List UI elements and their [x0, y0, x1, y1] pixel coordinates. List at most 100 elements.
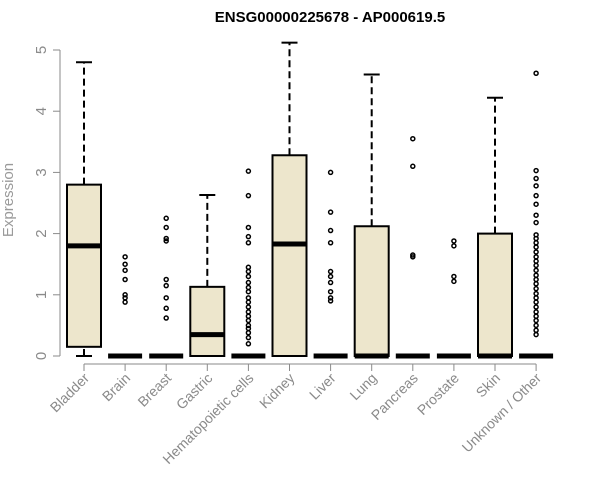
outlier-point [533, 309, 539, 315]
x-tick-label: Liver [306, 370, 339, 403]
outlier-point [533, 290, 539, 297]
outlier-point [163, 235, 169, 242]
box-group [271, 41, 308, 357]
outlier-point [163, 224, 169, 231]
outlier-point [163, 282, 169, 289]
box [66, 183, 102, 348]
outlier-point [122, 261, 128, 267]
y-axis: 0 1 2 3 4 5 [33, 46, 61, 360]
outlier-point [245, 313, 252, 319]
outlier-point [533, 262, 539, 269]
outlier-point [245, 334, 252, 341]
outlier-point [245, 224, 252, 231]
outlier-point [533, 212, 539, 218]
outlier-point [245, 284, 252, 291]
outlier-point [533, 295, 539, 301]
outlier-point [122, 276, 128, 283]
outlier-point [245, 233, 252, 240]
box-group [149, 215, 184, 359]
box-group [519, 70, 554, 359]
outlier-point [163, 315, 169, 321]
y-tick-label: 0 [33, 352, 50, 360]
outlier-point [163, 305, 169, 312]
x-tick-label: Breast [134, 370, 174, 410]
chart-title: ENSG00000225678 - AP000619.5 [215, 9, 445, 26]
y-axis-label: Expression [0, 163, 17, 237]
outlier-point [533, 219, 539, 226]
y-tick-label: 5 [33, 46, 50, 54]
outlier-point [245, 279, 252, 286]
outlier-point [327, 273, 334, 280]
outlier-point [533, 70, 539, 77]
outlier-point [245, 341, 252, 347]
outlier-point [533, 192, 539, 199]
outlier-point [122, 254, 128, 260]
outlier-point [245, 268, 252, 275]
x-tick-label: Kidney [256, 370, 298, 412]
outlier-point [327, 295, 334, 301]
box-group [189, 194, 226, 357]
outlier-point [245, 309, 252, 315]
outlier-point [533, 331, 539, 338]
outlier-point [245, 317, 252, 324]
outlier-point [451, 243, 457, 249]
outlier-point [245, 264, 252, 271]
box-group [395, 135, 430, 359]
outlier-point [533, 254, 539, 260]
outlier-point [327, 169, 334, 176]
outlier-point [410, 163, 416, 170]
outlier-point [122, 292, 128, 298]
box-group [313, 169, 348, 359]
outlier-point [533, 249, 539, 255]
y-tick-label: 1 [33, 291, 50, 299]
outlier-point [163, 276, 169, 283]
outlier-point [245, 295, 252, 301]
box-group [353, 73, 390, 359]
outlier-point [533, 285, 539, 292]
x-tick-label: Brain [99, 370, 133, 404]
outlier-point [533, 267, 539, 274]
outlier-point [163, 295, 169, 301]
box-group [436, 238, 471, 359]
outlier-point [327, 288, 334, 295]
outlier-point [533, 175, 539, 182]
outlier-point [245, 240, 252, 246]
box-group [66, 61, 102, 357]
outlier-point [533, 258, 539, 264]
outlier-point [410, 252, 416, 258]
outlier-point [451, 238, 457, 244]
outlier-point [245, 192, 252, 199]
x-tick-label: Lung [346, 370, 379, 403]
outlier-point [327, 268, 334, 275]
y-tick-label: 2 [33, 229, 50, 237]
x-tick-label: Skin [473, 370, 504, 401]
outlier-point [533, 322, 539, 329]
box [477, 232, 513, 358]
outlier-point [245, 288, 252, 295]
y-tick-label: 3 [33, 168, 50, 176]
outlier-point [327, 227, 334, 234]
outlier-point [533, 167, 539, 174]
outlier-point [533, 240, 539, 246]
outlier-point [122, 295, 128, 301]
outlier-point [533, 276, 539, 283]
x-tick-label: Bladder [47, 370, 93, 416]
outlier-point [245, 299, 252, 305]
boxes [66, 41, 554, 359]
box [353, 225, 390, 357]
outlier-point [245, 304, 252, 310]
outlier-point [533, 183, 539, 189]
outlier-point [410, 135, 416, 142]
outlier-point [533, 232, 539, 238]
outlier-point [533, 244, 539, 250]
box-group [477, 96, 513, 359]
outlier-point [327, 298, 334, 304]
outlier-point [533, 313, 539, 319]
outlier-point [245, 168, 252, 174]
outlier-point [245, 273, 252, 280]
outlier-point [451, 273, 457, 280]
outlier-point [327, 279, 334, 286]
outlier-point [245, 329, 252, 336]
